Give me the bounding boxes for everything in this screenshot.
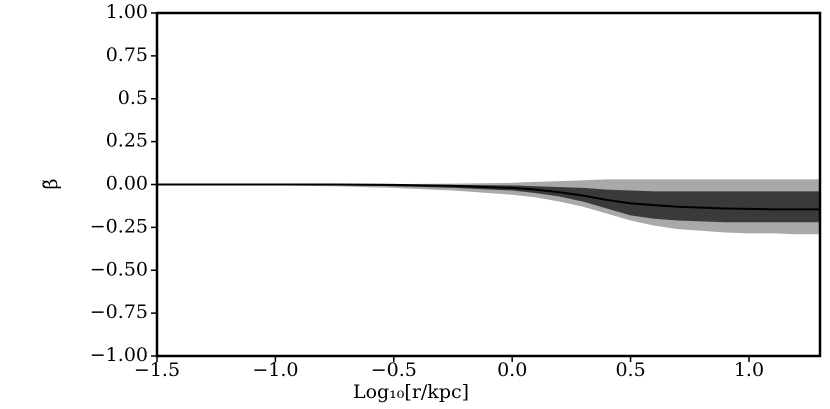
y-axis-label: β̃ (40, 178, 62, 189)
x-tick-label: −1.5 (134, 359, 180, 381)
y-tick-label: 1.00 (106, 1, 148, 23)
y-tick-label: −0.50 (90, 258, 148, 280)
x-tick-label: −1.0 (252, 359, 298, 381)
band (157, 184, 820, 223)
x-tick-label: 0.5 (615, 359, 645, 381)
y-tick-label: 0.25 (106, 130, 148, 152)
y-tick-label: 0.00 (106, 173, 148, 195)
y-tick-label: −1.00 (90, 344, 148, 366)
y-tick-label: −0.75 (90, 301, 148, 323)
y-tick-label: 0.5 (118, 87, 148, 109)
x-axis-label: Log₁₀[r/kpc] (353, 381, 469, 403)
x-tick-label: 0.0 (497, 359, 527, 381)
x-tick-label: −0.5 (371, 359, 417, 381)
x-tick-label: 1.0 (734, 359, 764, 381)
y-tick-label: 0.75 (106, 44, 148, 66)
y-tick-label: −0.25 (90, 215, 148, 237)
line (157, 183, 820, 211)
